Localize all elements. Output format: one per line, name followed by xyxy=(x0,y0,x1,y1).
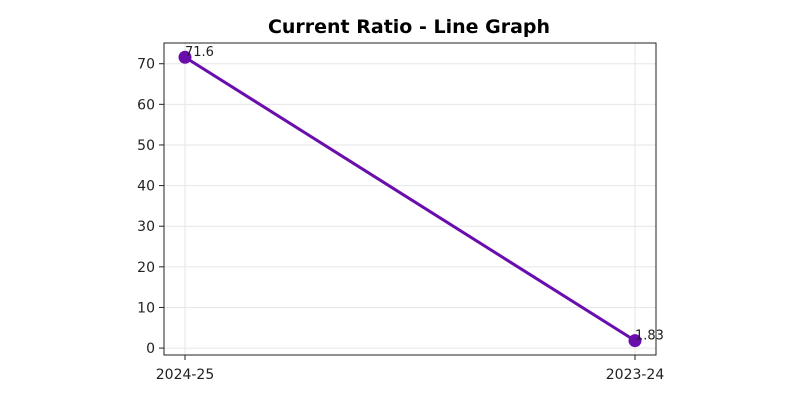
grid-lines xyxy=(164,43,656,355)
data-point xyxy=(628,334,642,348)
y-tick-label: 30 xyxy=(137,219,155,235)
y-tick-label: 40 xyxy=(137,179,155,195)
data-label: 1.83 xyxy=(635,329,664,344)
y-tick-label: 70 xyxy=(137,57,155,73)
chart-title: Current Ratio - Line Graph xyxy=(268,16,550,38)
y-tick-label: 60 xyxy=(137,97,155,113)
y-tick-label: 20 xyxy=(137,260,155,276)
data-point xyxy=(178,50,192,64)
y-tick-label: 10 xyxy=(137,300,155,316)
plot-area-frame xyxy=(163,42,657,356)
x-tick-label: 2024-25 xyxy=(156,367,215,383)
y-tick-label: 0 xyxy=(146,341,155,357)
y-tick-label: 50 xyxy=(137,138,155,154)
data-labels: 71.6 1.83 xyxy=(185,45,664,343)
series-layer xyxy=(178,50,642,348)
x-tick-label: 2023-24 xyxy=(606,367,665,383)
series-line xyxy=(183,55,637,343)
data-label: 71.6 xyxy=(185,45,214,60)
axis-ticks: 0 10 20 30 40 50 60 70 2024-25 2023-24 xyxy=(137,57,664,383)
